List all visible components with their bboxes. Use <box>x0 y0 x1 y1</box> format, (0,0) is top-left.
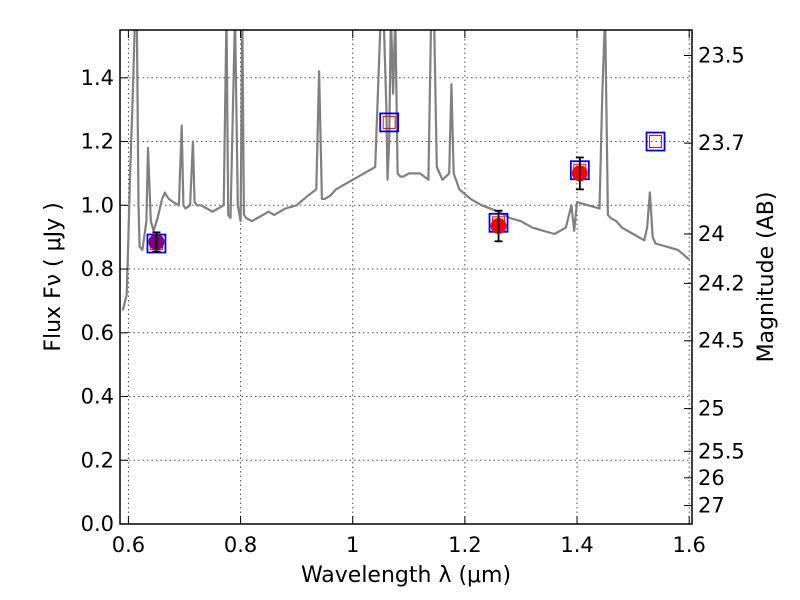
magnitude-tick-label: 25.5 <box>698 439 745 463</box>
x-tick-label: 1.6 <box>672 533 705 557</box>
model-box-inner <box>649 135 663 149</box>
x-tick-label: 1 <box>346 533 359 557</box>
x-axis-label: Wavelength λ (μm) <box>301 563 511 588</box>
y-tick-label: 1.2 <box>81 130 114 154</box>
y-tick-label: 0.4 <box>81 385 114 409</box>
x-tick-label: 0.6 <box>112 533 145 557</box>
magnitude-axis-label: Magnitude (AB) <box>754 192 779 363</box>
plot-area <box>121 30 690 311</box>
x-tick-label: 1.4 <box>560 533 593 557</box>
plot-frame <box>119 29 693 525</box>
y-tick-label: 0.0 <box>81 512 114 536</box>
model-box-marker <box>379 112 400 133</box>
y-tick-label: 0.8 <box>81 257 114 281</box>
magnitude-tick-label: 24 <box>698 222 725 246</box>
y-axis-label: Flux Fν ( μJy ) <box>41 202 66 351</box>
magnitude-tick-label: 23.7 <box>698 131 745 155</box>
y-tick-label: 1.0 <box>81 193 114 217</box>
model-box-marker <box>645 131 666 152</box>
magnitude-tick-label: 23.5 <box>698 43 745 67</box>
magnitude-tick-label: 25 <box>698 397 725 421</box>
y-tick-label: 0.2 <box>81 448 114 472</box>
y-tick-label: 0.6 <box>81 321 114 345</box>
x-tick-label: 0.8 <box>224 533 257 557</box>
x-tick-label: 1.2 <box>448 533 481 557</box>
magnitude-tick-label: 27 <box>698 494 725 518</box>
model-box-inner <box>382 115 396 129</box>
template-spectrum-line <box>121 30 690 311</box>
photometry-markers <box>146 112 666 254</box>
magnitude-tick-label: 24.5 <box>698 329 745 353</box>
axis-ticks: 0.6 0.8 1 1.2 1.4 1.6 0.0 0.2 0.4 0.6 0.8 1.0 1.2 1.4… <box>81 30 745 557</box>
y-tick-label: 1.4 <box>81 66 114 90</box>
magnitude-tick-label: 26 <box>698 466 725 490</box>
template-spectrum <box>121 30 690 311</box>
magnitude-tick-label: 24.2 <box>698 271 745 295</box>
